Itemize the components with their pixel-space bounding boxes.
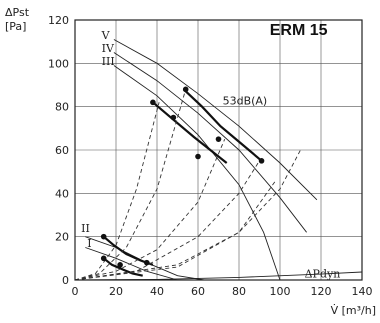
- y-axis-unit: [Pa]: [5, 20, 26, 33]
- series-solid-0: [113, 39, 318, 201]
- series-dashed-11: [74, 89, 187, 281]
- y-tick-label: 80: [55, 101, 69, 114]
- x-tick-label: 100: [270, 285, 291, 298]
- curve-label: II: [81, 222, 90, 235]
- curve-label: ΔPdyn: [305, 268, 341, 281]
- operating-points: [100, 86, 265, 268]
- x-tick-label: 140: [352, 285, 373, 298]
- operating-point: [100, 255, 107, 262]
- noise-level-annotation: 53dB(A): [223, 95, 268, 108]
- operating-point: [143, 259, 150, 266]
- series-dashed-13: [74, 160, 260, 281]
- operating-point: [215, 136, 222, 142]
- y-tick-label: 20: [55, 231, 69, 244]
- curve-label: V: [101, 29, 111, 42]
- series-solid-1: [113, 52, 307, 233]
- operating-point: [258, 158, 265, 164]
- curve-label: I: [87, 237, 91, 250]
- operating-point: [150, 99, 156, 106]
- chart-title: ERM 15: [270, 22, 328, 39]
- operating-point: [117, 262, 123, 268]
- series-dashed-15: [74, 180, 277, 281]
- series-dashed-12: [74, 139, 226, 281]
- operating-point: [170, 114, 177, 121]
- y-tick-label: 0: [62, 274, 69, 287]
- grid: [75, 20, 362, 280]
- series-solid-2: [113, 65, 281, 281]
- x-tick-label: 120: [311, 285, 332, 298]
- operating-point: [100, 233, 107, 240]
- operating-point: [195, 153, 201, 160]
- x-tick-label: 80: [232, 285, 246, 298]
- y-tick-label: 60: [55, 144, 69, 157]
- x-axis-label: V̇ [m³/h]: [331, 304, 376, 317]
- plot-frame: [74, 19, 363, 281]
- y-tick-label: 100: [48, 57, 69, 70]
- y-tick-label: 40: [55, 187, 69, 200]
- x-tick-label: 40: [150, 285, 164, 298]
- series-dashed-10: [74, 102, 160, 281]
- axes: 0 20 40 60 80 100 120 140 0 20 40 60 80 100 120: [48, 14, 373, 298]
- series-dashed-14: [74, 149, 301, 281]
- series-bold-7: [182, 88, 263, 162]
- operating-point: [182, 86, 189, 93]
- series-solid-4: [85, 247, 178, 281]
- series-group: [74, 39, 363, 281]
- curve-label: IV: [102, 42, 115, 55]
- series-bold-9: [103, 257, 143, 277]
- y-axis-label: ΔPst: [5, 6, 30, 19]
- series-bold-6: [152, 101, 228, 164]
- y-tick-label: 120: [48, 14, 69, 27]
- x-tick-label: 0: [72, 285, 79, 298]
- x-tick-label: 60: [191, 285, 205, 298]
- curve-label: III: [102, 55, 115, 68]
- x-tick-label: 20: [109, 285, 123, 298]
